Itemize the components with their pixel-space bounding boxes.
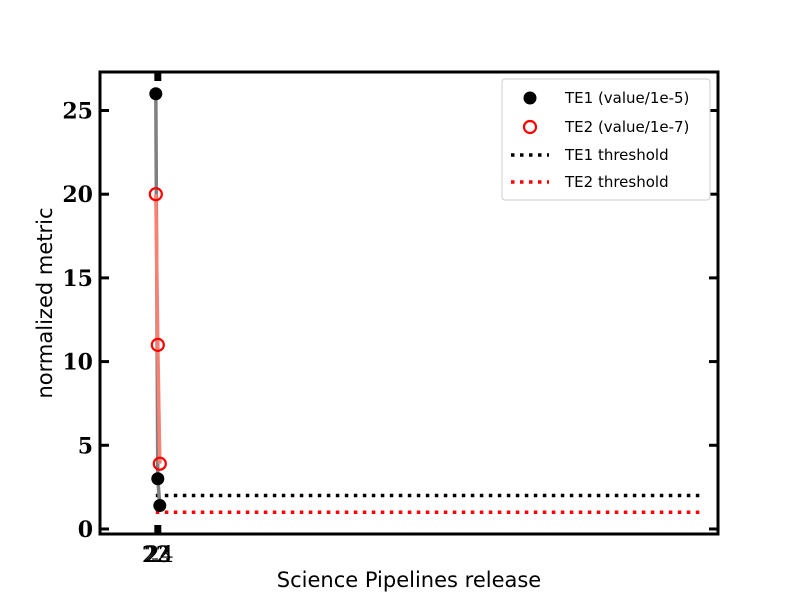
- legend-te1-label: TE1 (value/1e-5): [564, 89, 689, 107]
- axes-frame: [98, 70, 720, 536]
- y-axis-label: normalized metric: [33, 208, 57, 399]
- legend-te1-threshold-label: TE1 threshold: [564, 146, 669, 164]
- y-tick-label: 20: [62, 182, 93, 208]
- plot-area: [148, 87, 703, 514]
- x-tick-label: 24: [146, 543, 174, 568]
- y-tick-label: 25: [62, 99, 93, 125]
- te1-point: [149, 87, 163, 101]
- x-axis-label: Science Pipelines release: [277, 568, 541, 592]
- legend-box: [501, 78, 711, 201]
- te2-point: [150, 337, 165, 352]
- x-tick-label: 23: [144, 543, 172, 568]
- legend-te2-threshold-label: TE2 threshold: [564, 173, 669, 191]
- legend-te2-marker: [522, 119, 538, 135]
- legend-te2-label: TE2 (value/1e-7): [564, 118, 689, 136]
- te2-series-line: [154, 194, 162, 464]
- y-tick-label: 15: [62, 266, 93, 292]
- te1-point: [153, 499, 167, 513]
- te2-point: [152, 456, 167, 471]
- y-tick-label: 5: [78, 433, 93, 459]
- legend: TE1 (value/1e-5) TE2 (value/1e-7) TE1 thre…: [501, 78, 711, 201]
- legend-te1-marker: [523, 91, 537, 105]
- te2-point: [148, 187, 163, 202]
- x-tick-label: 22: [142, 543, 170, 568]
- y-tick-label: 0: [78, 517, 93, 543]
- te1-point: [151, 472, 165, 486]
- y-tick-label: 10: [62, 350, 93, 376]
